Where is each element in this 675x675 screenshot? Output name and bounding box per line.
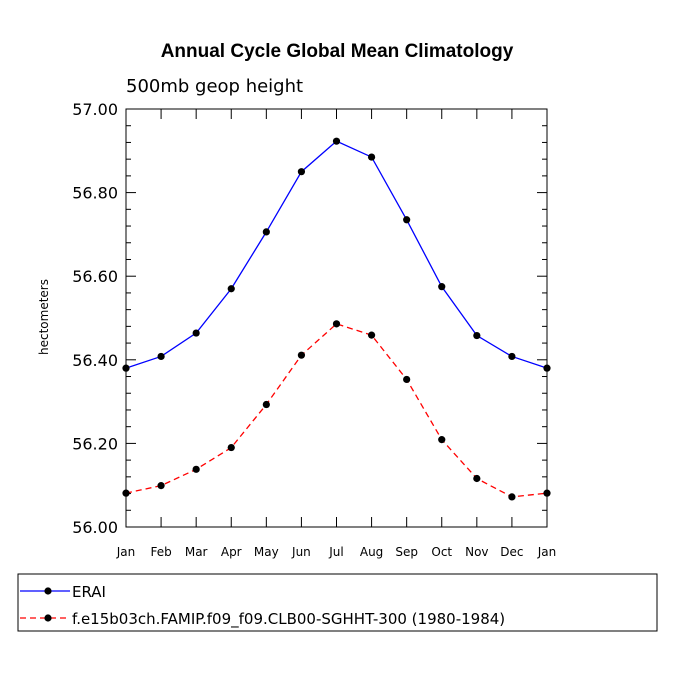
series-1-point [438, 283, 446, 291]
y-tick-label: 56.40 [72, 351, 118, 370]
series-1-point [403, 216, 411, 224]
x-tick-label: Mar [185, 545, 208, 559]
x-tick-label: Nov [465, 545, 488, 559]
series-2-point [227, 443, 235, 452]
x-tick-label: Jan [537, 545, 557, 559]
series-2-point [473, 474, 481, 483]
series-2-point [403, 375, 411, 384]
series-2-point [262, 400, 270, 409]
legend-label-1: ERAI [72, 583, 106, 601]
series-1-point [332, 137, 341, 145]
legend-box [17, 573, 658, 632]
series-1-point [157, 352, 165, 361]
y-tick-label: 56.00 [72, 518, 118, 537]
y-tick-label: 57.00 [72, 100, 118, 119]
series-2-point [192, 465, 200, 473]
series-2-point [122, 489, 130, 497]
series-1-point [122, 364, 130, 372]
series-1-point [543, 364, 551, 372]
x-tick-label: Oct [431, 545, 452, 559]
x-tick-label: Jan [116, 545, 136, 559]
series-1-point [473, 331, 481, 340]
y-axis: 56.00 56.20 56.40 56.60 56.80 57.00 [72, 100, 547, 537]
x-tick-label: Dec [500, 545, 523, 559]
y-axis-label: hectometers [37, 279, 51, 355]
legend: ERAI f.e15b03ch.FAMIP.f09_f09.CLB00-SGHHT… [20, 583, 505, 629]
series-1-point [192, 329, 200, 337]
series-2-point [332, 320, 341, 328]
series-1-point [508, 352, 516, 361]
series-2-point [508, 493, 516, 501]
series-1-point [262, 228, 270, 236]
x-axis: Jan Feb Mar Apr May Jun Jul Aug Sep Oct Nov Dec Jan [116, 109, 557, 559]
plot-frame [125, 108, 548, 528]
series-2-point [157, 482, 165, 490]
x-tick-label: Apr [221, 545, 242, 559]
series-1-point [367, 153, 376, 161]
series-group [122, 137, 551, 501]
series-line-1 [125, 140, 548, 369]
x-tick-label: Jul [328, 545, 343, 559]
x-tick-label: Aug [360, 545, 383, 559]
series-2-point [438, 436, 446, 444]
series-line-2 [125, 323, 548, 498]
legend-marker-1 [44, 587, 52, 595]
y-tick-label: 56.20 [72, 434, 118, 453]
y-tick-label: 56.60 [72, 267, 118, 286]
legend-marker-2 [44, 614, 52, 622]
chart-title: Annual Cycle Global Mean Climatology [161, 41, 514, 62]
x-tick-label: May [254, 545, 279, 559]
x-tick-label: Sep [395, 545, 418, 559]
series-2-point [367, 331, 376, 339]
x-tick-label: Feb [150, 545, 171, 559]
series-1-point [227, 285, 235, 293]
series-2-point [297, 351, 306, 359]
legend-label-2: f.e15b03ch.FAMIP.f09_f09.CLB00-SGHHT-300… [72, 610, 505, 629]
chart-subtitle: 500mb geop height [126, 76, 303, 97]
x-tick-label: Jun [291, 545, 311, 559]
series-2-point [543, 489, 551, 497]
series-1-point [297, 168, 306, 176]
y-tick-label: 56.80 [72, 184, 118, 203]
